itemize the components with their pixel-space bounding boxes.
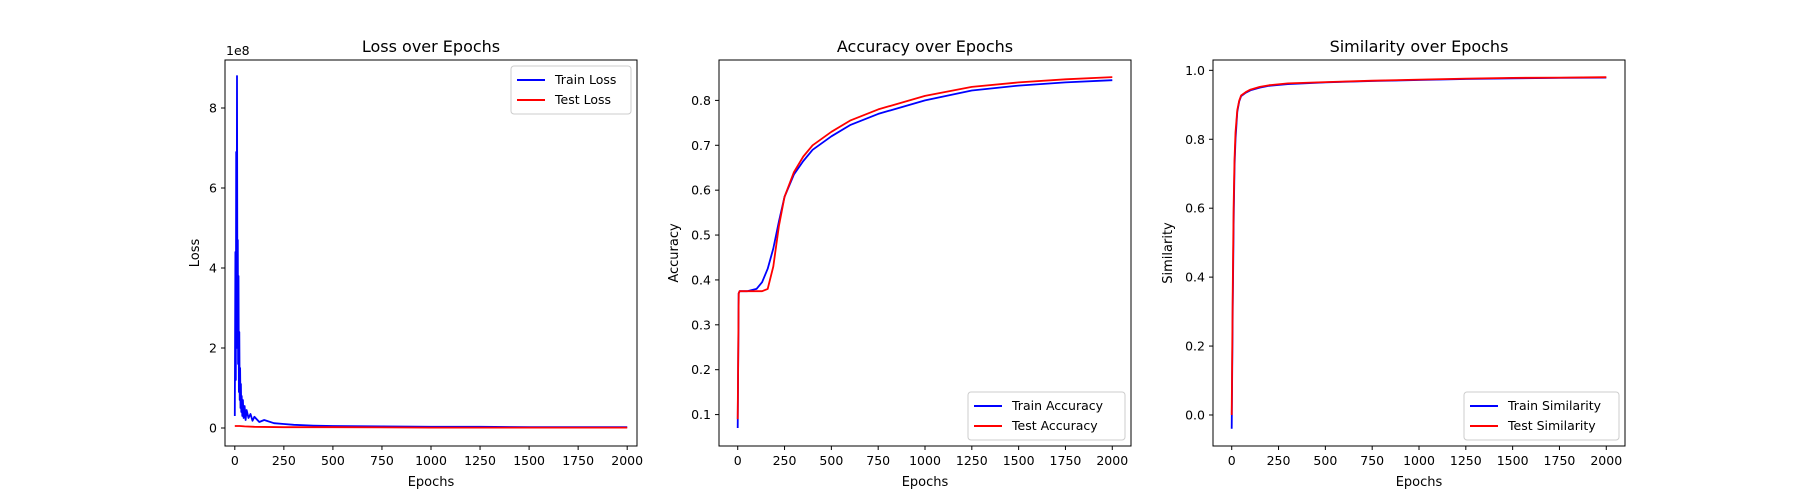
similarity-x-tick-label: 1750 xyxy=(1544,453,1576,468)
accuracy-series xyxy=(736,76,1113,429)
accuracy-x-tick-label: 0 xyxy=(734,453,742,468)
similarity-y-tick-label: 0.4 xyxy=(1185,270,1205,285)
accuracy-x-tick-label: 1750 xyxy=(1050,453,1082,468)
loss-offset-text: 1e8 xyxy=(226,43,250,58)
similarity-x-tick-label: 1500 xyxy=(1497,453,1529,468)
similarity-x-tick-label: 1000 xyxy=(1403,453,1435,468)
loss-y-axis-label: Loss xyxy=(188,239,203,268)
accuracy-x-tick-label: 750 xyxy=(866,453,890,468)
loss-legend-train-label: Train Loss xyxy=(554,72,616,87)
similarity-legend-train-label: Train Similarity xyxy=(1507,398,1602,413)
accuracy-y-tick-label: 0.1 xyxy=(691,407,711,422)
similarity-legend-test-label: Test Similarity xyxy=(1507,418,1596,433)
accuracy-y-tick-label: 0.3 xyxy=(691,317,711,332)
similarity-y-tick-label: 1.0 xyxy=(1185,63,1205,78)
similarity-plot-area xyxy=(1212,59,1626,447)
accuracy-x-tick-label: 250 xyxy=(773,453,797,468)
accuracy-legend-box xyxy=(967,391,1126,441)
accuracy-y-axis-label: Accuracy xyxy=(667,223,682,283)
loss-x-tick-label: 250 xyxy=(272,453,296,468)
loss-y-tick-label: 0 xyxy=(209,421,217,436)
loss-x-ticks: 0 250 500 750 1000 1250 1500 1750 2000 xyxy=(231,446,643,468)
loss-plot-area xyxy=(224,59,638,447)
loss-x-axis-label: Epochs xyxy=(408,475,455,490)
loss-x-tick-label: 1000 xyxy=(415,453,447,468)
similarity-panel: Similarity over Epochs 0 250 500 750 1000 125… xyxy=(1161,37,1626,490)
loss-legend-test-label: Test Loss xyxy=(554,92,611,107)
accuracy-x-tick-label: 1250 xyxy=(956,453,988,468)
loss-x-tick-label: 1250 xyxy=(464,453,496,468)
similarity-title: Similarity over Epochs xyxy=(1330,37,1509,56)
loss-series-train-line xyxy=(233,75,628,429)
similarity-y-axis-label: Similarity xyxy=(1161,222,1176,284)
similarity-x-tick-label: 250 xyxy=(1267,453,1291,468)
accuracy-y-ticks: 0.1 0.2 0.3 0.4 0.5 0.6 0.7 0.8 xyxy=(691,93,719,422)
similarity-x-tick-label: 0 xyxy=(1228,453,1236,468)
loss-legend-box xyxy=(510,65,632,115)
accuracy-x-ticks: 0 250 500 750 1000 1250 1500 1750 2000 xyxy=(734,446,1128,468)
accuracy-series-test-line xyxy=(736,76,1113,420)
loss-y-tick-label: 2 xyxy=(209,341,217,356)
loss-x-tick-label: 2000 xyxy=(611,453,643,468)
accuracy-x-axis-label: Epochs xyxy=(902,475,949,490)
loss-y-tick-label: 6 xyxy=(209,181,217,196)
similarity-x-tick-label: 750 xyxy=(1360,453,1384,468)
accuracy-y-tick-label: 0.6 xyxy=(691,183,711,198)
accuracy-y-tick-label: 0.4 xyxy=(691,272,711,287)
accuracy-y-tick-label: 0.2 xyxy=(691,362,711,377)
similarity-x-ticks: 0 250 500 750 1000 1250 1500 1750 2000 xyxy=(1228,446,1622,468)
similarity-y-tick-label: 0.0 xyxy=(1185,407,1205,422)
loss-series-test-line xyxy=(234,425,628,429)
similarity-y-ticks: 0.0 0.2 0.4 0.6 0.8 1.0 xyxy=(1185,63,1213,422)
similarity-x-tick-label: 500 xyxy=(1313,453,1337,468)
similarity-x-axis-label: Epochs xyxy=(1396,475,1443,490)
similarity-legend-box xyxy=(1463,391,1620,441)
loss-x-tick-label: 1500 xyxy=(513,453,545,468)
accuracy-y-tick-label: 0.8 xyxy=(691,93,711,108)
similarity-series-train-line xyxy=(1230,76,1607,429)
accuracy-series-train-line xyxy=(736,79,1113,429)
loss-x-tick-label: 500 xyxy=(321,453,345,468)
similarity-series-test-line xyxy=(1230,76,1607,416)
similarity-series xyxy=(1230,76,1607,429)
accuracy-x-tick-label: 1500 xyxy=(1003,453,1035,468)
loss-title: Loss over Epochs xyxy=(362,37,500,56)
accuracy-panel: Accuracy over Epochs 0 250 500 750 1000 1250 1… xyxy=(667,37,1132,490)
loss-x-tick-label: 1750 xyxy=(562,453,594,468)
loss-y-tick-label: 8 xyxy=(209,101,217,116)
loss-legend: Train Loss Test Loss xyxy=(510,65,632,115)
accuracy-plot-area xyxy=(718,59,1132,447)
accuracy-x-tick-label: 1000 xyxy=(909,453,941,468)
accuracy-legend-train-label: Train Accuracy xyxy=(1011,398,1104,413)
loss-y-ticks: 0 2 4 6 8 xyxy=(209,101,225,436)
similarity-legend: Train Similarity Test Similarity xyxy=(1463,391,1620,441)
similarity-y-tick-label: 0.8 xyxy=(1185,132,1205,147)
loss-x-tick-label: 0 xyxy=(231,453,239,468)
accuracy-x-tick-label: 2000 xyxy=(1096,453,1128,468)
accuracy-x-tick-label: 500 xyxy=(819,453,843,468)
similarity-x-tick-label: 2000 xyxy=(1590,453,1622,468)
loss-y-tick-label: 4 xyxy=(209,261,217,276)
loss-panel: Loss over Epochs 0 250 500 750 1000 1250 1500 1… xyxy=(188,37,643,490)
similarity-y-tick-label: 0.6 xyxy=(1185,201,1205,216)
similarity-y-tick-label: 0.2 xyxy=(1185,339,1205,354)
accuracy-y-tick-label: 0.7 xyxy=(691,138,711,153)
accuracy-legend: Train Accuracy Test Accuracy xyxy=(967,391,1126,441)
accuracy-legend-test-label: Test Accuracy xyxy=(1011,418,1098,433)
similarity-x-tick-label: 1250 xyxy=(1450,453,1482,468)
loss-x-tick-label: 750 xyxy=(370,453,394,468)
accuracy-y-tick-label: 0.5 xyxy=(691,228,711,243)
accuracy-title: Accuracy over Epochs xyxy=(837,37,1013,56)
loss-series xyxy=(233,75,628,429)
